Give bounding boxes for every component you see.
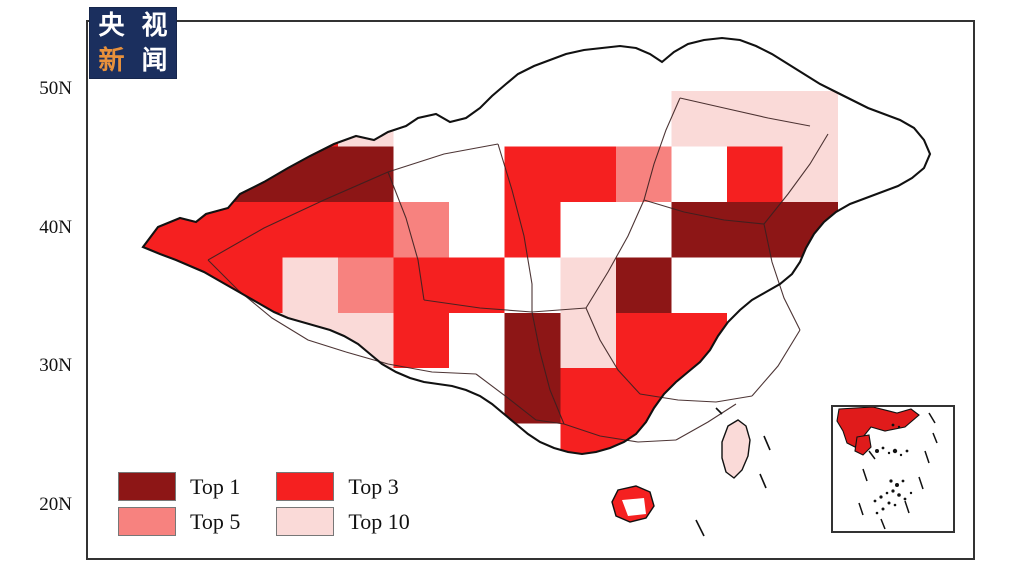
grid-cell [282, 257, 339, 313]
grid-cell [615, 257, 672, 313]
grid-cell [171, 257, 227, 313]
grid-cell [560, 312, 616, 369]
y-tick-minor [86, 36, 88, 37]
grid-cell [393, 202, 450, 258]
grid-cell [615, 312, 672, 369]
grid-cell [282, 91, 339, 147]
y-tick-minor [86, 313, 88, 314]
grid-cell [671, 312, 727, 369]
legend-swatch-top5 [118, 507, 176, 536]
grid-cell [504, 368, 561, 424]
grid-cell-layer [143, 91, 839, 454]
y-axis-label: 50N [39, 78, 72, 100]
y-axis-label: 40N [39, 216, 72, 238]
y-tick-minor [86, 451, 88, 452]
y-tick-minor [86, 202, 88, 203]
grid-cell [782, 202, 839, 258]
grid-cell [782, 146, 839, 202]
grid-cell [504, 312, 561, 369]
y-tick-minor [86, 64, 88, 65]
south-china-sea-inset [831, 405, 955, 533]
grid-cell [504, 146, 561, 202]
inset-mainland-fragment [836, 407, 920, 448]
grid-cell [226, 202, 283, 258]
hainan-island [611, 485, 655, 523]
grid-cell [560, 146, 616, 202]
grid-cell [226, 146, 283, 202]
y-tick-major [86, 91, 88, 93]
grid-cell [226, 257, 283, 313]
logo-char-yang: 央 [98, 10, 125, 41]
legend-swatch-top10 [276, 507, 335, 536]
y-tick-minor [86, 479, 88, 480]
grid-cell [671, 91, 727, 147]
y-tick-minor [86, 285, 88, 286]
y-tick-major [86, 230, 88, 232]
province-boundaries [207, 97, 829, 443]
grid-cell [671, 423, 727, 454]
grid-cell [560, 368, 616, 424]
national-border [141, 36, 932, 456]
grid-cell [560, 257, 616, 313]
y-tick-minor [86, 174, 88, 175]
grid-cell [726, 146, 783, 202]
grid-cell [615, 146, 672, 202]
y-tick-minor [86, 147, 88, 148]
logo-char-shi: 视 [141, 10, 168, 41]
y-tick-minor [86, 257, 88, 258]
inset-islands [873, 423, 913, 515]
y-tick-major [86, 368, 88, 370]
legend-label-top3: Top 3 [348, 473, 399, 499]
grid-cell [504, 202, 561, 258]
logo-char-wen: 闻 [141, 45, 168, 76]
logo-char-xin: 新 [98, 45, 125, 76]
y-tick-minor [86, 340, 88, 341]
grid-cell [338, 146, 394, 202]
y-tick-minor [86, 396, 88, 397]
grid-cell [171, 146, 227, 202]
grid-cell [143, 257, 172, 313]
y-tick-minor [86, 534, 88, 535]
grid-cell [282, 202, 339, 258]
grid-cell [338, 257, 394, 313]
legend-label-top5: Top 5 [190, 508, 241, 534]
y-tick-major [86, 507, 88, 509]
grid-cell [615, 423, 672, 454]
legend-swatch-top1 [118, 472, 176, 501]
grid-cell [338, 202, 394, 258]
china-choropleth-map [141, 36, 932, 537]
nine-dash-line [858, 412, 938, 530]
grid-cell [782, 91, 839, 147]
map-legend: Top 1 Top 3 Top 5 Top 10 [118, 472, 432, 536]
y-tick-minor [86, 119, 88, 120]
cctv-news-logo: 央 视 新 闻 [90, 8, 176, 78]
y-axis-label: 20N [39, 493, 72, 515]
y-axis-labels: 50N 40N 30N 20N [0, 20, 86, 560]
taiwan-island [721, 419, 751, 479]
map-plot-frame: Top 1 Top 3 Top 5 Top 10 [86, 20, 975, 560]
grid-cell [726, 202, 783, 258]
legend-label-top1: Top 1 [190, 473, 241, 499]
grid-cell [171, 312, 227, 369]
y-axis-label: 30N [39, 355, 72, 377]
grid-cell [226, 312, 283, 369]
offshore-islets [695, 407, 771, 537]
legend-swatch-top3 [276, 472, 335, 501]
legend-label-top10: Top 10 [348, 508, 410, 534]
grid-cell [338, 312, 394, 369]
grid-cell [143, 202, 172, 258]
grid-cell [449, 257, 505, 313]
grid-cell [226, 91, 283, 147]
y-tick-minor [86, 424, 88, 425]
grid-cell [393, 312, 450, 369]
